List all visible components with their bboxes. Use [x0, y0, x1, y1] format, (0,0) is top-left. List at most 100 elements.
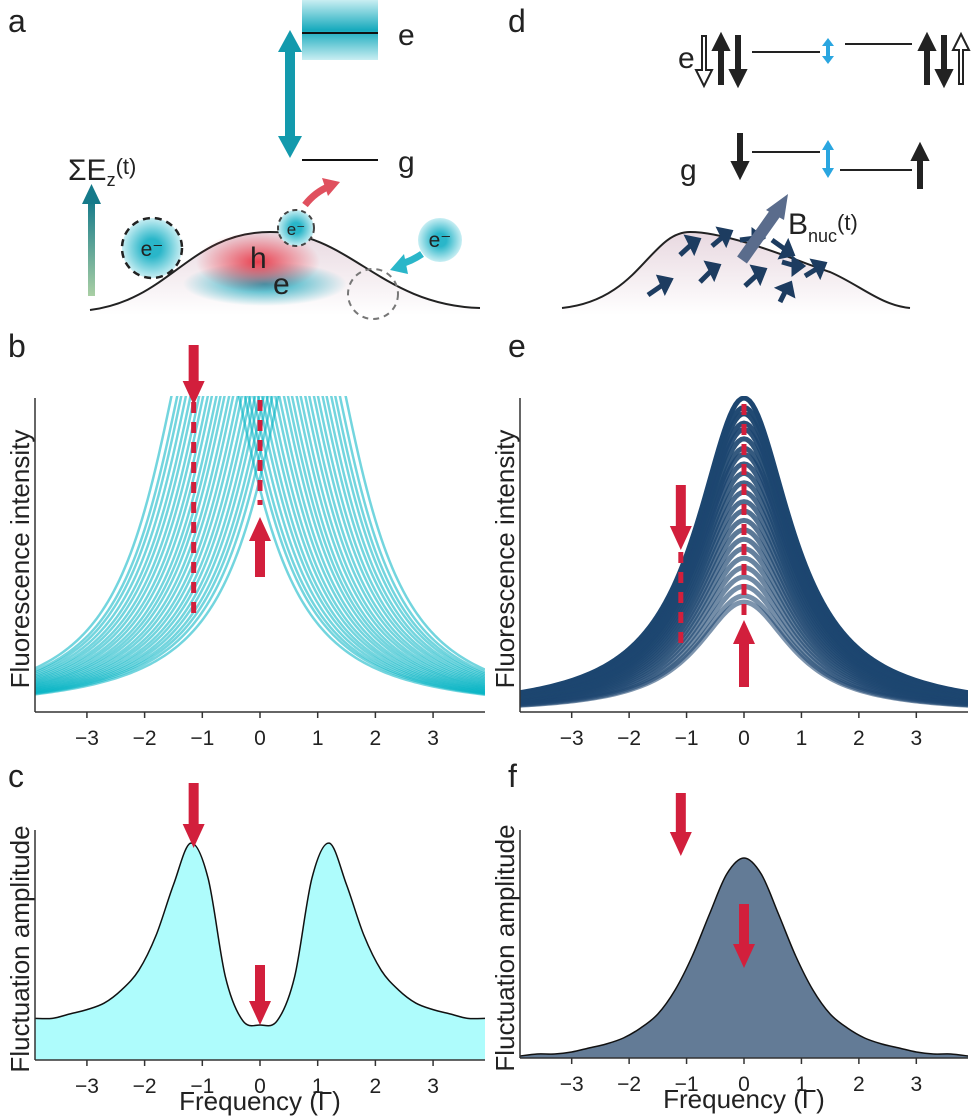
- x-tick-label: −3: [75, 1075, 99, 1098]
- x-tick-label: −1: [190, 1075, 214, 1098]
- x-tick-label: 1: [796, 727, 808, 750]
- curve: [35, 396, 485, 693]
- x-tick-label: 0: [254, 1075, 266, 1098]
- x-tick-label: 2: [370, 1075, 382, 1098]
- curve: [35, 396, 485, 695]
- marker-arrow: [733, 620, 755, 687]
- capture-arrow-head: [390, 254, 408, 274]
- field-tail: (t): [837, 210, 858, 235]
- marker-arrow: [669, 485, 692, 550]
- curve: [35, 396, 485, 688]
- zeeman-shift: [822, 38, 834, 178]
- charge: [120, 216, 184, 280]
- plot-area: [35, 396, 485, 696]
- curve: [35, 396, 485, 690]
- x-axis-label: Frequency (Γ): [663, 1084, 825, 1114]
- panel-letter: c: [8, 758, 24, 794]
- x-tick-label: 3: [910, 1073, 922, 1096]
- level-label: e: [398, 19, 415, 52]
- x-tick-label: −1: [190, 727, 214, 750]
- charge-label: e⁻: [429, 229, 452, 252]
- y-axis-label: Fluorescence intensity: [5, 430, 35, 689]
- panel-d: d e g Bnuc(t): [508, 3, 971, 315]
- panel-letter: e: [508, 328, 526, 364]
- curve: [35, 396, 485, 691]
- quantum-dot-outline: [89, 230, 481, 311]
- transition-arrow: [278, 30, 302, 158]
- x-tick-label: −2: [617, 1073, 641, 1096]
- curve: [35, 396, 485, 688]
- level-label: e: [678, 42, 695, 75]
- charge: [277, 209, 315, 247]
- escape-arrow-head: [322, 178, 340, 196]
- panel-letter: f: [508, 758, 517, 794]
- x-tick-label: −3: [560, 1073, 584, 1096]
- marker-arrow: [249, 965, 271, 1025]
- hole-cloud: [196, 232, 320, 292]
- x-tick-label: 1: [312, 727, 324, 750]
- field-arrow-head: [82, 184, 101, 204]
- curve: [35, 396, 485, 691]
- x-tick-label: 3: [427, 1075, 439, 1098]
- x-tick-label: −1: [675, 1073, 699, 1096]
- y-axis-label: Fluctuation amplitude: [5, 825, 35, 1072]
- level-label: g: [398, 146, 415, 179]
- x-tick-label: −3: [75, 727, 99, 750]
- x-tick-label: 3: [427, 727, 439, 750]
- x-tick-label: 0: [738, 727, 750, 750]
- x-tick-label: 0: [254, 727, 266, 750]
- curve: [35, 396, 485, 690]
- marker-arrow: [182, 345, 205, 405]
- x-tick-label: 3: [910, 727, 922, 750]
- panel-a: a e g ΣEz(t) h e e⁻ e⁻ e⁻: [8, 0, 481, 320]
- marker-arrow: [182, 783, 205, 848]
- field-arrow: [737, 208, 781, 264]
- field-main: ΣE: [68, 154, 107, 187]
- panel-letter: b: [8, 328, 26, 364]
- x-tick-label: −2: [133, 727, 157, 750]
- field-arrow: [88, 200, 95, 296]
- field-main: B: [788, 208, 808, 241]
- x-tick-label: −2: [617, 727, 641, 750]
- x-tick-label: −1: [675, 727, 699, 750]
- curve: [35, 396, 485, 692]
- hole-label: h: [250, 242, 267, 275]
- quantum-dot: [562, 232, 910, 315]
- electron-label: e: [273, 268, 290, 301]
- field-sub: nuc: [808, 226, 837, 246]
- curve: [35, 396, 485, 696]
- panel-letter: d: [508, 3, 526, 39]
- field-sub: z: [107, 170, 116, 190]
- excited-level-band: [302, 0, 378, 60]
- field-arrow-head: [766, 194, 788, 220]
- field-label: Bnuc(t): [788, 208, 858, 246]
- field-tail: (t): [116, 154, 137, 179]
- y-axis-label: Fluctuation amplitude: [490, 824, 520, 1071]
- quantum-dot-outline: [561, 230, 911, 309]
- x-tick-label: −3: [560, 727, 584, 750]
- area-outline: [520, 857, 968, 1057]
- x-tick-label: 0: [738, 1073, 750, 1096]
- x-axis-label: Frequency (Γ): [179, 1086, 341, 1116]
- y-axis-label: Fluorescence intensity: [490, 430, 520, 689]
- level-label: g: [680, 154, 697, 187]
- curve: [35, 396, 485, 689]
- curve: [35, 396, 485, 693]
- curve: [35, 396, 485, 689]
- plot-area: [35, 842, 485, 1060]
- charge-label: e⁻: [141, 238, 164, 261]
- x-tick-label: 1: [796, 1073, 808, 1096]
- curve: [35, 396, 485, 690]
- x-tick-label: −2: [133, 1075, 157, 1098]
- curve: [35, 396, 485, 693]
- panel-letter: a: [8, 3, 26, 39]
- curve: [520, 599, 968, 708]
- marker-arrow: [669, 793, 692, 856]
- field-label: ΣEz(t): [68, 154, 136, 190]
- curve: [35, 396, 485, 694]
- empty-site: [347, 268, 399, 320]
- curve: [35, 396, 485, 691]
- x-tick-label: 2: [853, 1073, 865, 1096]
- charge: [418, 218, 462, 262]
